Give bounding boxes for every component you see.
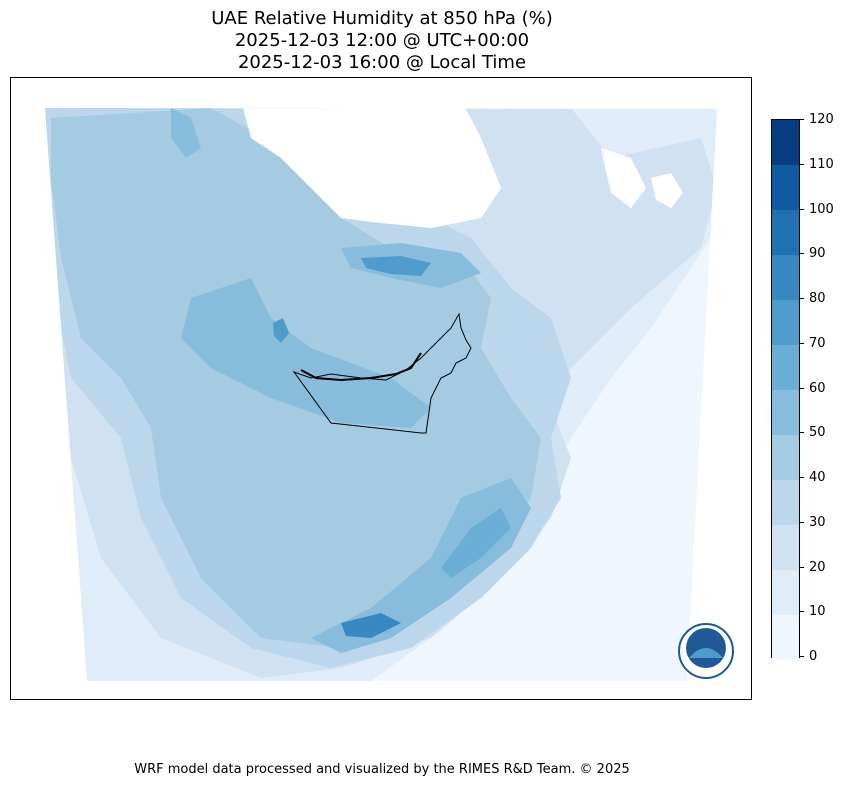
humidity-band-70-80 [361,256,431,276]
tick-label: 30 [809,514,826,530]
missing-data-patch [601,148,646,208]
tick-mark [800,611,804,613]
tick-mark [800,521,804,523]
colorbar-tick: 40 [800,471,844,485]
tick-mark [800,387,804,389]
colorbar-tick: 90 [800,247,844,261]
colorbar-segment [772,300,799,345]
humidity-patch-nw [171,108,201,158]
uae-coastline [300,352,422,382]
colorbar-tick: 80 [800,292,844,306]
tick-label: 80 [809,291,826,306]
colorbar-segment [772,570,799,615]
colorbar-tick: 0 [800,650,844,664]
colorbar-tick: 20 [800,559,844,575]
map-title: UAE Relative Humidity at 850 hPa (%) [211,8,553,29]
colorbar-tick: 10 [800,605,844,619]
tick-mark [800,342,804,344]
tick-mark [800,477,804,478]
tick-label: 50 [809,425,826,441]
colorbar-segment [772,435,799,480]
uae-boundary [292,312,472,434]
tick-mark [800,566,804,568]
colorbar-segment [772,210,799,255]
humidity-band-60-70 [441,508,511,578]
rimes-logo [678,623,734,679]
tick-label: 20 [809,559,826,575]
colorbar [771,119,800,660]
humidity-band-50-60 [181,278,431,428]
colorbar-tick: 60 [800,380,844,396]
tick-mark [800,432,804,434]
map-panel [10,77,752,700]
colorbar-segment [772,255,799,300]
colorbar-tick: 70 [800,335,844,351]
colorbar-tick: 120 [800,113,844,127]
tick-label: 110 [809,156,834,172]
tick-label: 90 [809,246,826,262]
humidity-band-50-60-coast [311,478,531,653]
tick-label: 70 [809,335,826,351]
colorbar-segment [772,480,799,525]
tick-label: 40 [809,470,826,485]
tick-label: 10 [809,604,826,620]
colorbar-segment [772,345,799,390]
missing-data-patch-2 [651,173,683,208]
humidity-band-80-90 [341,613,401,638]
humidity-patch-west [273,318,289,343]
colorbar-segment [772,165,799,210]
local-time-label: 2025-12-03 16:00 @ Local Time [237,52,527,73]
missing-data-region [241,108,501,228]
tick-label: 100 [809,201,834,217]
tick-mark [800,119,804,120]
tick-mark [800,253,804,255]
footer-credit: WRF model data processed and visualized … [134,762,630,777]
tick-label: 60 [809,380,826,396]
colorbar-segment [772,120,799,165]
colorbar-tick: 110 [800,156,844,172]
tick-mark [800,298,804,299]
tick-mark [800,208,804,210]
colorbar-tick: 100 [800,201,844,217]
humidity-map [45,108,734,681]
colorbar-segment [772,525,799,570]
tick-mark [800,656,804,657]
colorbar-tick: 50 [800,426,844,440]
colorbar-tick: 30 [800,514,844,530]
colorbar-ticks: 0 10 20 30 40 50 60 70 80 90 100 110 120 [800,113,844,664]
colorbar-segment [772,615,799,660]
colorbar-segment [772,390,799,435]
tick-label: 0 [809,649,818,664]
tick-mark [800,163,804,165]
tick-label: 120 [809,112,834,127]
utc-time-label: 2025-12-03 12:00 @ UTC+00:00 [234,30,530,51]
